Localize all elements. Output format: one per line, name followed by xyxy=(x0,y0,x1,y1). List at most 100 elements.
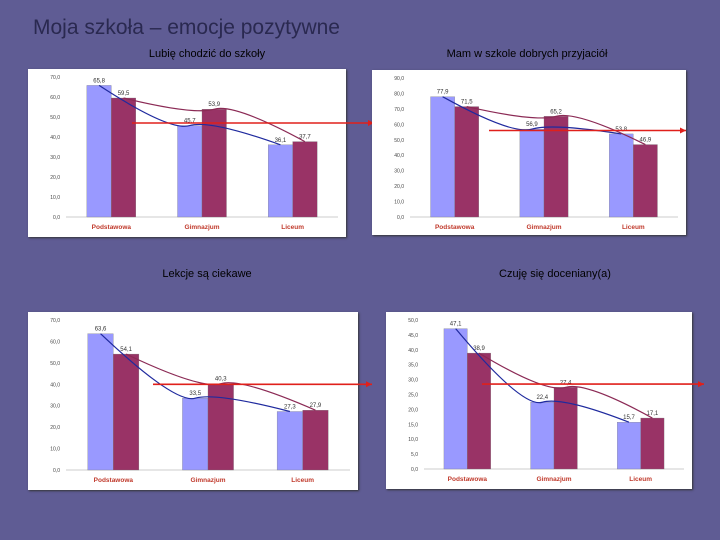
reference-arrow xyxy=(698,381,704,388)
y-tick-label: 60,0 xyxy=(394,122,404,128)
bar-b xyxy=(640,417,665,470)
data-label: 38,9 xyxy=(473,346,485,352)
category-label: Liceum xyxy=(622,224,645,231)
slide-title: Moja szkoła – emocje pozytywne xyxy=(33,16,340,39)
trend-line-b xyxy=(466,105,646,146)
y-tick-label: 70,0 xyxy=(394,107,404,113)
bar-a xyxy=(276,411,303,471)
data-label: 40,3 xyxy=(215,377,227,383)
data-label: 56,9 xyxy=(526,122,538,128)
y-tick-label: 0,0 xyxy=(411,467,418,473)
data-label: 33,5 xyxy=(189,391,201,397)
data-label: 65,8 xyxy=(93,78,105,84)
category-label: Gimnazjum xyxy=(184,224,219,231)
data-label: 53,9 xyxy=(208,102,220,108)
reference-arrow xyxy=(680,127,686,134)
y-tick-label: 15,0 xyxy=(408,422,418,428)
y-tick-label: 50,0 xyxy=(50,115,60,121)
y-tick-label: 20,0 xyxy=(408,407,418,413)
bar-a xyxy=(519,128,545,218)
y-tick-label: 30,0 xyxy=(394,169,404,175)
bar-b xyxy=(302,410,329,471)
bar-a xyxy=(530,402,555,470)
bar-b xyxy=(454,106,479,218)
chart-4-svg: 0,0 5,0 10,0 15,0 20,0 25,0 30,0 35,0 40,0 45,0 50… xyxy=(408,318,704,483)
chart-title-4: Czuję się doceniany(a) xyxy=(499,268,611,280)
chart-1-svg: 0,0 10,0 20,0 30,0 40,0 50,0 60,0 70,0 65,8 59,5 P… xyxy=(50,75,374,231)
trend-line-a xyxy=(100,333,291,413)
y-tick-label: 50,0 xyxy=(50,361,60,367)
y-tick-label: 70,0 xyxy=(50,75,60,81)
category-label: Gimnazjum xyxy=(536,476,571,483)
chart-panel-3: 0,0 10,0 20,0 30,0 40,0 50,0 60,0 70,0 63,6 54,1 P… xyxy=(28,312,372,490)
reference-arrow xyxy=(366,381,372,388)
data-label: 27,9 xyxy=(310,403,322,409)
y-tick-label: 50,0 xyxy=(408,318,418,324)
data-label: 47,1 xyxy=(450,322,462,328)
trend-line-a xyxy=(98,84,281,146)
y-tick-label: 30,0 xyxy=(50,155,60,161)
bar-a xyxy=(177,125,203,218)
bar-b xyxy=(292,141,318,218)
y-tick-label: 20,0 xyxy=(50,175,60,181)
y-tick-label: 10,0 xyxy=(394,200,404,206)
bar-a xyxy=(182,398,209,471)
y-tick-label: 0,0 xyxy=(397,215,404,221)
y-tick-label: 10,0 xyxy=(50,195,60,201)
chart-panel-4: 0,0 5,0 10,0 15,0 20,0 25,0 30,0 35,0 40,0 45,0 50… xyxy=(386,312,704,489)
bar-b xyxy=(113,353,140,471)
y-tick-label: 0,0 xyxy=(53,215,60,221)
bar-b xyxy=(553,387,578,470)
chart-3-svg: 0,0 10,0 20,0 30,0 40,0 50,0 60,0 70,0 63,6 54,1 P… xyxy=(50,318,372,484)
y-tick-label: 90,0 xyxy=(394,76,404,82)
data-label: 46,9 xyxy=(640,138,652,144)
y-tick-label: 40,0 xyxy=(50,382,60,388)
trend-line-b xyxy=(478,352,653,419)
category-label: Podstawowa xyxy=(448,476,488,483)
data-label: 45,7 xyxy=(184,119,196,125)
data-label: 65,2 xyxy=(550,109,562,115)
category-label: Podstawowa xyxy=(435,224,475,231)
data-label: 71,5 xyxy=(461,100,473,106)
bar-a xyxy=(617,422,641,470)
category-label: Gimnazjum xyxy=(526,224,561,231)
y-tick-label: 20,0 xyxy=(394,184,404,190)
chart-title-2: Mam w szkole dobrych przyjaciół xyxy=(446,48,608,60)
y-tick-label: 5,0 xyxy=(411,452,418,458)
bar-b xyxy=(111,97,136,218)
y-tick-label: 70,0 xyxy=(50,318,60,324)
y-tick-label: 60,0 xyxy=(50,95,60,101)
category-label: Liceum xyxy=(291,477,314,484)
y-tick-label: 30,0 xyxy=(50,404,60,410)
bar-a xyxy=(268,144,293,218)
y-tick-label: 25,0 xyxy=(408,393,418,399)
category-label: Liceum xyxy=(629,476,652,483)
y-tick-label: 40,0 xyxy=(408,348,418,354)
data-label: 54,1 xyxy=(120,347,132,353)
chart-2-svg: 0,0 10,0 20,0 30,0 40,0 50,0 60,0 70,0 80,0 90,0 7… xyxy=(394,76,686,231)
data-label: 27,3 xyxy=(284,405,296,411)
bar-a xyxy=(430,96,455,218)
category-label: Podstawowa xyxy=(94,477,134,484)
chart-panel-2: 0,0 10,0 20,0 30,0 40,0 50,0 60,0 70,0 80,0 90,0 7… xyxy=(372,70,686,235)
data-label: 17,1 xyxy=(647,411,659,417)
y-tick-label: 0,0 xyxy=(53,468,60,474)
y-tick-label: 60,0 xyxy=(50,339,60,345)
y-tick-label: 30,0 xyxy=(408,378,418,384)
data-label: 37,7 xyxy=(299,135,311,141)
y-tick-label: 80,0 xyxy=(394,91,404,97)
bar-a xyxy=(87,333,114,471)
data-label: 59,5 xyxy=(118,91,130,97)
bar-a xyxy=(443,328,468,470)
trend-line-a xyxy=(442,96,622,135)
y-tick-label: 50,0 xyxy=(394,138,404,144)
y-tick-label: 35,0 xyxy=(408,363,418,369)
data-label: 22,4 xyxy=(536,395,548,401)
category-label: Podstawowa xyxy=(92,224,132,231)
y-tick-label: 40,0 xyxy=(50,135,60,141)
y-tick-label: 20,0 xyxy=(50,425,60,431)
trend-line-a xyxy=(455,328,630,423)
data-label: 36,1 xyxy=(275,138,287,144)
data-label: 77,9 xyxy=(437,90,449,96)
category-label: Liceum xyxy=(281,224,304,231)
